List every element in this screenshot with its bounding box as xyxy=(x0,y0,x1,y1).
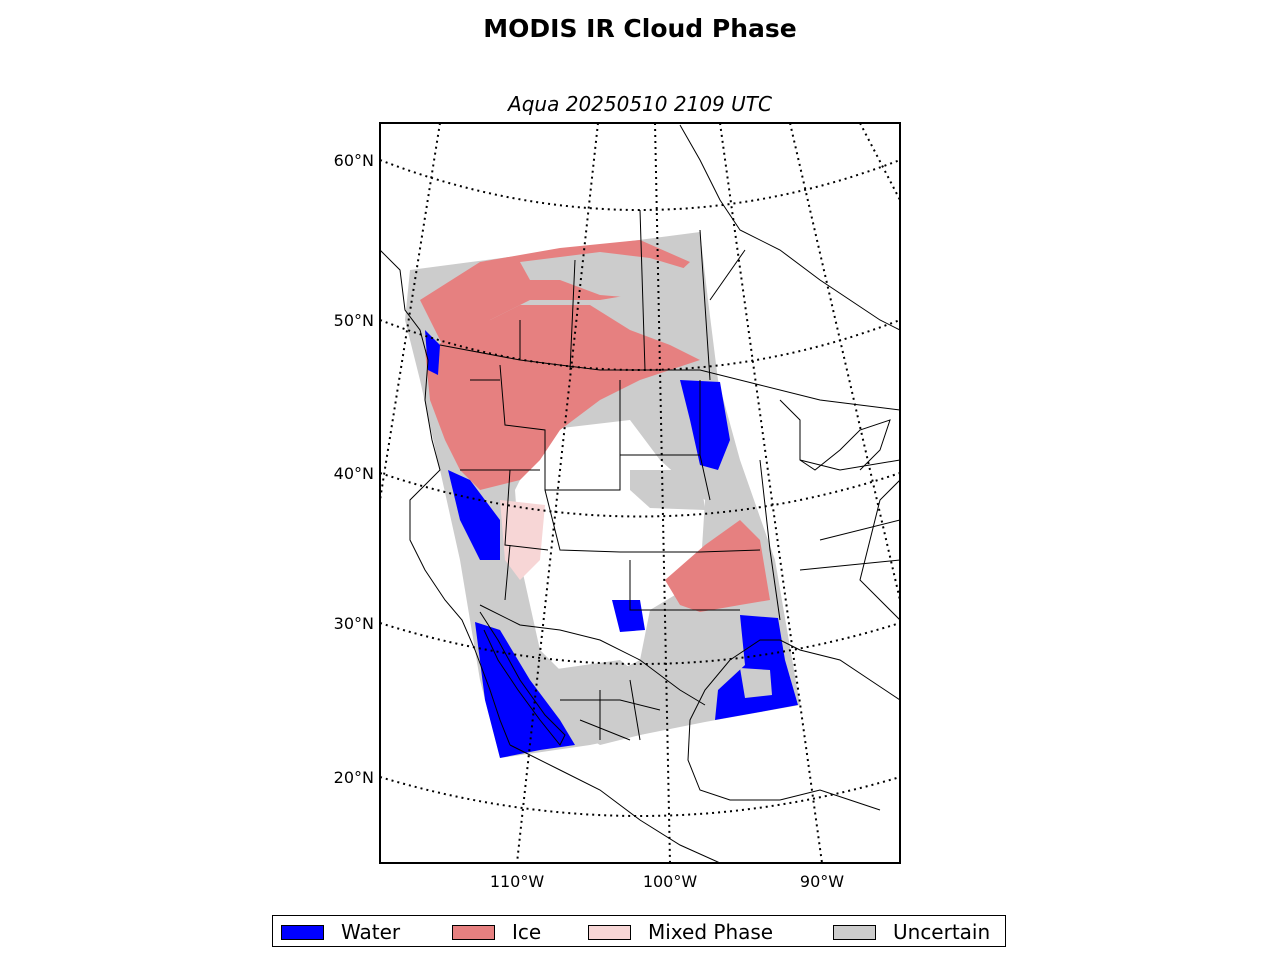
lon-label-90w: 90°W xyxy=(800,872,844,891)
uncertain-region-mexico xyxy=(550,660,670,745)
map-subtitle: Aqua 20250510 2109 UTC xyxy=(508,92,772,116)
parallel-40n xyxy=(380,472,900,518)
legend-label-uncertain: Uncertain xyxy=(893,920,991,944)
legend: Water Ice Mixed Phase Uncertain xyxy=(272,915,1006,947)
water-region-west-texas xyxy=(612,600,645,632)
meridian-120w xyxy=(380,123,441,501)
meridian-110w xyxy=(516,123,599,863)
state-lines-central xyxy=(544,489,761,553)
legend-label-mixed-phase: Mixed Phase xyxy=(648,920,774,944)
hudson-bay-coast xyxy=(679,124,900,331)
lat-label-30n: 30°N xyxy=(334,614,374,633)
lat-label-20n: 20°N xyxy=(334,768,374,787)
legend-swatch-mixed-phase xyxy=(588,924,631,940)
graticule xyxy=(380,123,900,863)
parallel-50n xyxy=(380,319,900,371)
lat-label-60n: 60°N xyxy=(334,151,374,170)
meridian-90w xyxy=(719,123,823,863)
lon-label-100w: 100°W xyxy=(643,872,698,891)
water-region-california xyxy=(448,470,500,560)
legend-swatch-ice xyxy=(452,924,495,940)
map-frame xyxy=(379,122,901,864)
mexico-states xyxy=(560,679,661,741)
canadian-provinces xyxy=(519,209,746,381)
water-region-louisiana xyxy=(715,615,798,720)
ice-region-southern-plains xyxy=(665,520,770,612)
legend-item-uncertain: Uncertain xyxy=(833,921,990,943)
water-region-baja-gulf xyxy=(475,622,575,758)
legend-item-mixed-phase: Mixed Phase xyxy=(588,921,773,943)
us-mexico-border xyxy=(479,604,706,706)
ice-region-pacific-northwest xyxy=(425,305,700,490)
state-lines-north xyxy=(499,364,711,501)
mixed-region-great-basin xyxy=(500,500,545,580)
legend-swatch-uncertain xyxy=(833,924,876,940)
parallel-60n xyxy=(380,159,900,211)
legend-item-ice: Ice xyxy=(452,921,541,943)
gulf-coastline xyxy=(687,639,900,811)
parallel-30n xyxy=(380,622,900,665)
water-region-pacific-northwest xyxy=(425,330,440,375)
lon-label-110w: 110°W xyxy=(490,872,545,891)
water-region-dakotas xyxy=(680,380,730,470)
state-lines-west xyxy=(460,379,549,601)
meridian-70w xyxy=(859,123,900,201)
cloud-phase-swath xyxy=(405,232,800,758)
lat-label-50n: 50°N xyxy=(334,311,374,330)
atlantic-coastline xyxy=(859,479,900,621)
central-america-coast xyxy=(509,744,721,863)
legend-swatch-water xyxy=(281,924,324,940)
map-title: MODIS IR Cloud Phase xyxy=(483,14,797,43)
lat-label-40n: 40°N xyxy=(334,464,374,483)
legend-label-water: Water xyxy=(341,920,401,944)
pacific-coastline xyxy=(380,249,511,746)
legend-item-water: Water xyxy=(281,921,400,943)
great-lakes xyxy=(779,399,891,471)
uncertain-region-nebraska xyxy=(630,470,705,510)
baja-peninsula xyxy=(479,611,566,746)
legend-label-ice: Ice xyxy=(512,920,542,944)
clear-patch-louisiana xyxy=(740,668,772,698)
uncertain-region-north xyxy=(520,252,690,300)
state-lines-east xyxy=(759,459,900,621)
